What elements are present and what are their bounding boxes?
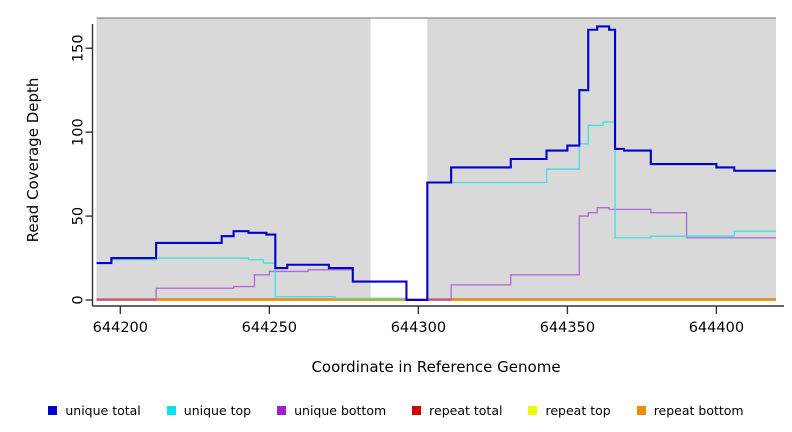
legend-label: unique top (183, 402, 252, 418)
x-tick-label: 644250 (242, 320, 297, 336)
chart-legend: unique total unique top unique bottom repea… (0, 398, 792, 422)
legend-swatch-icon (412, 405, 422, 415)
legend-label: unique bottom (294, 402, 387, 418)
x-tick-label: 644300 (391, 320, 446, 336)
legend-label: unique total (65, 402, 141, 418)
legend-swatch-icon (528, 405, 538, 415)
legend-label: repeat top (545, 402, 611, 418)
legend-swatch-icon (636, 405, 646, 415)
x-tick-label: 644200 (93, 320, 148, 336)
legend-swatch-icon (166, 405, 176, 415)
legend-item-unique-top[interactable]: unique top (166, 402, 252, 418)
x-tick-label: 644400 (689, 320, 744, 336)
legend-swatch-icon (48, 405, 58, 415)
legend-item-unique-total[interactable]: unique total (48, 402, 141, 418)
legend-item-unique-bottom[interactable]: unique bottom (277, 403, 386, 418)
series-line-unique-total (96, 25, 776, 301)
legend-item-repeat-top[interactable]: repeat top (528, 402, 611, 418)
shaded-region-0 (96, 18, 371, 300)
legend-item-repeat-total[interactable]: repeat total (412, 403, 502, 418)
y-tick-label: 100 (71, 118, 87, 146)
y-tick-label: 150 (71, 34, 87, 62)
x-axis-title: Coordinate in Reference Genome (311, 358, 561, 376)
legend-label: repeat total (429, 402, 503, 418)
x-tick-label: 644350 (540, 320, 595, 336)
shaded-region-1 (427, 18, 776, 300)
series-group (96, 25, 776, 301)
legend-item-repeat-bottom[interactable]: repeat bottom (636, 402, 744, 418)
y-tick-label: 0 (71, 295, 87, 304)
y-tick-label: 50 (71, 207, 87, 225)
legend-swatch-icon (277, 405, 287, 415)
legend-label: repeat bottom (653, 402, 744, 418)
series-line-unique-bottom (96, 207, 776, 301)
